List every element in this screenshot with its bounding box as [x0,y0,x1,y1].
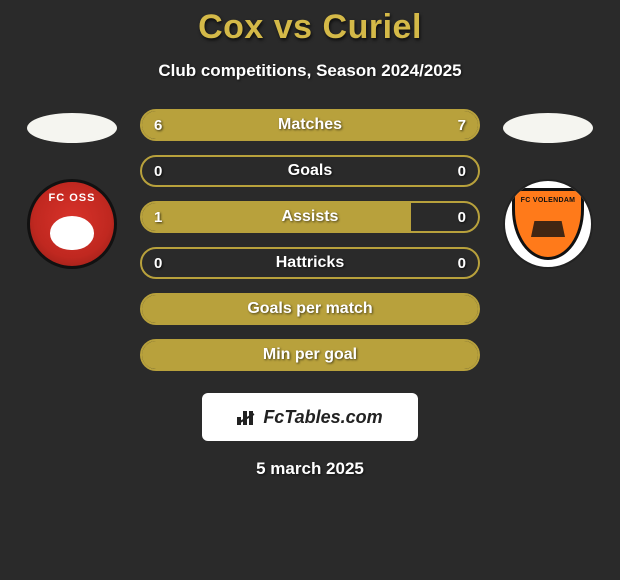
right-club-badge: FC VOLENDAM [503,179,593,269]
bar-left [142,111,297,139]
bar-left [142,295,478,323]
stat-value-right: 0 [458,249,466,277]
left-player-column: FC OSS [22,109,122,269]
chart-icon [237,409,257,425]
right-player-column: FC VOLENDAM [498,109,598,269]
source-logo[interactable]: FcTables.com [202,393,418,441]
bar-left [142,203,411,231]
right-club-text: FC VOLENDAM [521,197,576,204]
subtitle: Club competitions, Season 2024/2025 [0,61,620,81]
left-club-badge: FC OSS [27,179,117,269]
stat-value-left: 0 [154,157,162,185]
stat-label: Goals [142,157,478,185]
stat-row-gpm: Goals per match [140,293,480,325]
shield-icon: FC VOLENDAM [512,188,584,260]
stat-row-goals: 0 Goals 0 [140,155,480,187]
page-title: Cox vs Curiel [0,8,620,47]
shield-icon [50,216,94,250]
right-player-avatar [503,113,593,143]
stat-value-left: 0 [154,249,162,277]
left-club-text: FC OSS [49,192,96,204]
left-player-avatar [27,113,117,143]
stat-value-right: 0 [458,203,466,231]
main-row: FC OSS 6 Matches 7 0 Goals 0 1 Assists [0,109,620,371]
stat-label: Hattricks [142,249,478,277]
bar-right [297,111,478,139]
stat-row-mpg: Min per goal [140,339,480,371]
stats-column: 6 Matches 7 0 Goals 0 1 Assists 0 0 Hatt… [140,109,480,371]
logo-text: FcTables.com [263,407,382,428]
date-label: 5 march 2025 [0,459,620,479]
stat-row-hattricks: 0 Hattricks 0 [140,247,480,279]
stat-row-matches: 6 Matches 7 [140,109,480,141]
stat-value-right: 0 [458,157,466,185]
stat-row-assists: 1 Assists 0 [140,201,480,233]
boat-icon [531,221,565,237]
comparison-widget: Cox vs Curiel Club competitions, Season … [0,0,620,479]
bar-left [142,341,478,369]
